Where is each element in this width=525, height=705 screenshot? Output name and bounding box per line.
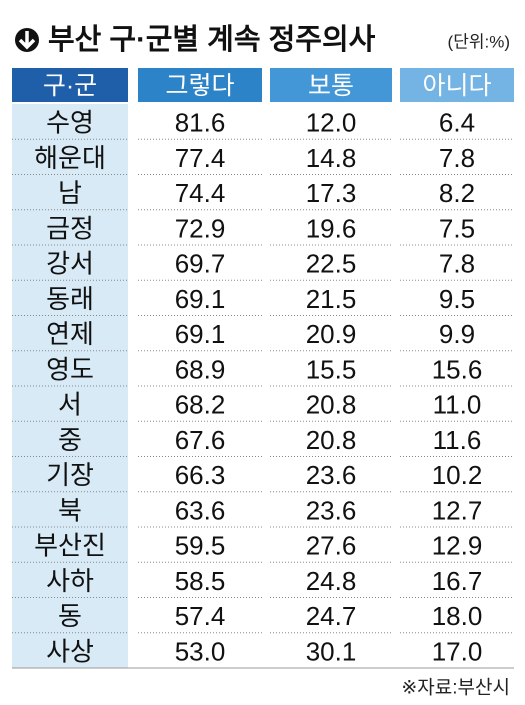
cell-value: 59.5 — [175, 531, 226, 561]
cell-value: 21.5 — [306, 284, 357, 314]
header-cell — [400, 68, 514, 102]
cell-value: 74.4 — [175, 178, 226, 208]
cell-value: 11.0 — [433, 390, 482, 420]
row-label: 영도 — [46, 354, 94, 384]
cell-value: 30.1 — [306, 636, 357, 666]
cell-value: 68.9 — [175, 354, 226, 384]
row-label: 남 — [58, 178, 82, 208]
cell-value: 10.2 — [432, 460, 483, 490]
cell-value: 57.4 — [175, 601, 226, 631]
cell-value: 15.5 — [306, 354, 357, 384]
header-label: 구·군 — [43, 72, 97, 100]
cell-value: 58.5 — [175, 566, 226, 596]
row-label: 사하 — [46, 566, 94, 596]
row-label: 동래 — [46, 284, 94, 314]
row-label: 금정 — [46, 213, 94, 243]
cell-value: 81.6 — [175, 108, 226, 138]
cell-value: 12.0 — [306, 108, 357, 138]
cell-value: 17.3 — [306, 178, 357, 208]
cell-value: 77.4 — [175, 143, 226, 173]
header-cell — [12, 68, 128, 102]
cell-value: 9.9 — [439, 319, 475, 349]
row-label: 부산진 — [34, 531, 106, 561]
unit: (단위:%) — [448, 33, 510, 52]
row-label: 북 — [58, 495, 82, 525]
cell-value: 63.6 — [175, 495, 226, 525]
header-label: 아니다 — [422, 72, 491, 100]
cell-value: 7.5 — [439, 213, 475, 243]
cell-value: 22.5 — [306, 249, 357, 279]
header-label: 보통 — [308, 72, 354, 100]
cell-value: 53.0 — [175, 636, 226, 666]
row-label: 해운대 — [34, 143, 106, 173]
cell-value: 23.6 — [306, 495, 357, 525]
cell-value: 19.6 — [306, 213, 357, 243]
row-label: 연제 — [46, 319, 94, 349]
row-label: 중 — [58, 425, 82, 455]
cell-value: 15.6 — [432, 354, 483, 384]
cell-value: 69.1 — [175, 319, 226, 349]
cell-value: 27.6 — [306, 531, 357, 561]
cell-value: 6.4 — [439, 108, 475, 138]
cell-value: 23.6 — [306, 460, 357, 490]
cell-value: 66.3 — [175, 460, 226, 490]
cell-value: 20.8 — [306, 425, 357, 455]
cell-value: 68.2 — [175, 390, 226, 420]
cell-value: 17.0 — [432, 636, 483, 666]
title: 부산 구·군별 계속 정주의사 — [48, 23, 376, 56]
row-label: 강서 — [46, 249, 94, 279]
cell-value: 18.0 — [432, 601, 483, 631]
header-label: 그렇다 — [165, 72, 234, 100]
header-cell — [138, 68, 262, 102]
cell-value: 12.7 — [432, 495, 483, 525]
row-label: 수영 — [46, 108, 94, 138]
cell-value: 72.9 — [175, 213, 226, 243]
header-cell — [270, 68, 392, 102]
row-label: 서 — [58, 390, 82, 420]
row-label: 기장 — [46, 460, 94, 490]
cell-value: 14.8 — [306, 143, 357, 173]
row-label: 사상 — [46, 636, 94, 666]
cell-value: 24.8 — [306, 566, 357, 596]
cell-value: 12.9 — [432, 531, 483, 561]
title-icon-arrow — [18, 31, 36, 50]
cell-value: 24.7 — [306, 601, 357, 631]
cell-value: 7.8 — [439, 249, 475, 279]
cell-value: 69.7 — [175, 249, 226, 279]
row-label: 동 — [58, 601, 82, 631]
cell-value: 9.5 — [439, 284, 475, 314]
source: ※자료:부산시 — [401, 677, 510, 699]
cell-value: 8.2 — [439, 178, 475, 208]
cell-value: 20.9 — [306, 319, 357, 349]
cell-value: 11.6 — [433, 425, 482, 455]
cell-value: 7.8 — [439, 143, 475, 173]
cell-value: 16.7 — [432, 566, 483, 596]
cell-value: 20.8 — [306, 390, 357, 420]
cell-value: 67.6 — [175, 425, 226, 455]
cell-value: 69.1 — [175, 284, 226, 314]
